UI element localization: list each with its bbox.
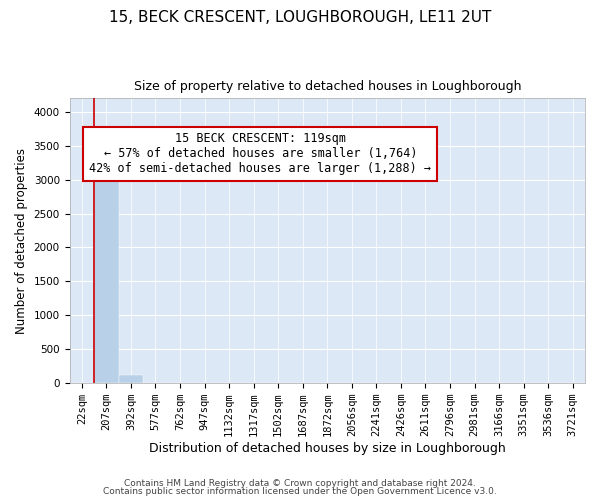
Text: 15, BECK CRESCENT, LOUGHBOROUGH, LE11 2UT: 15, BECK CRESCENT, LOUGHBOROUGH, LE11 2U… (109, 10, 491, 25)
Bar (94, 180, 119, 383)
Text: Contains public sector information licensed under the Open Government Licence v3: Contains public sector information licen… (103, 487, 497, 496)
Bar (119, 375, 143, 383)
Text: 15 BECK CRESCENT: 119sqm
← 57% of detached houses are smaller (1,764)
42% of sem: 15 BECK CRESCENT: 119sqm ← 57% of detach… (89, 132, 431, 176)
Text: Contains HM Land Registry data © Crown copyright and database right 2024.: Contains HM Land Registry data © Crown c… (124, 478, 476, 488)
Title: Size of property relative to detached houses in Loughborough: Size of property relative to detached ho… (134, 80, 521, 93)
X-axis label: Distribution of detached houses by size in Loughborough: Distribution of detached houses by size … (149, 442, 506, 455)
Y-axis label: Number of detached properties: Number of detached properties (15, 148, 28, 334)
